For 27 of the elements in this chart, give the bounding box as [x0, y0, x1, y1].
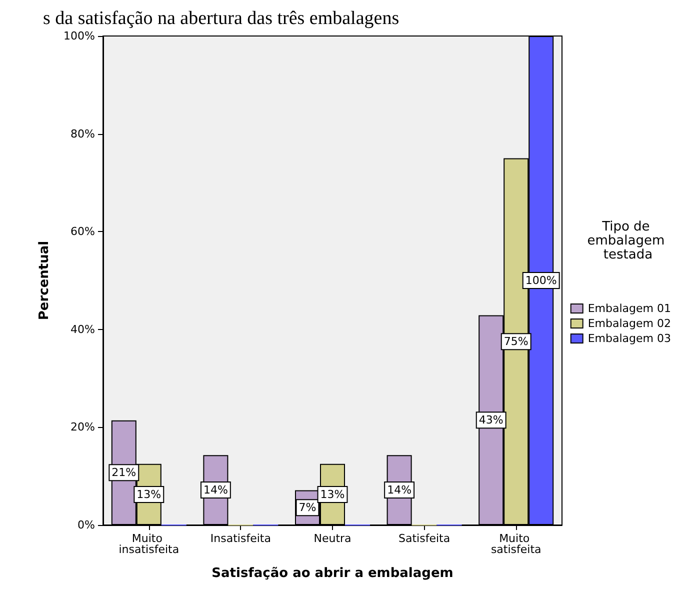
- y-tick-label: 80%: [70, 127, 95, 140]
- legend-label: Embalagem 03: [588, 332, 672, 345]
- x-tick-label: Insatisfeita: [210, 532, 271, 545]
- x-tick-label: Neutra: [314, 532, 352, 545]
- x-axis-title: Satisfação ao abrir a embalagem: [212, 566, 454, 581]
- x-tick-label: Satisfeita: [398, 532, 450, 545]
- data-label: 100%: [525, 274, 557, 287]
- data-label: 14%: [387, 484, 412, 497]
- data-label: 14%: [203, 484, 228, 497]
- y-tick-label: 60%: [70, 225, 95, 238]
- y-axis-title: Percentual: [37, 240, 52, 320]
- data-label: 75%: [504, 335, 528, 348]
- y-tick-label: 20%: [70, 420, 95, 434]
- x-tick-label: Muito insatisfeita: [118, 532, 180, 556]
- chart-title: s da satisfação na abertura das três embalagens: [43, 8, 400, 29]
- x-tick-label: Muito satisfeita: [490, 532, 542, 556]
- data-label: 21%: [112, 466, 136, 480]
- data-label: 13%: [320, 488, 345, 501]
- legend-title: Tipo de embalagem testada: [587, 220, 669, 262]
- legend-label: Embalagem 01: [588, 302, 672, 315]
- y-tick-label: 0%: [78, 518, 95, 532]
- data-label: 7%: [298, 501, 316, 514]
- y-tick-label: 40%: [70, 322, 95, 336]
- y-tick-label: 100%: [64, 30, 95, 42]
- data-label: 13%: [136, 488, 162, 501]
- legend-label: Embalagem 02: [588, 317, 672, 330]
- data-label: 43%: [478, 414, 504, 427]
